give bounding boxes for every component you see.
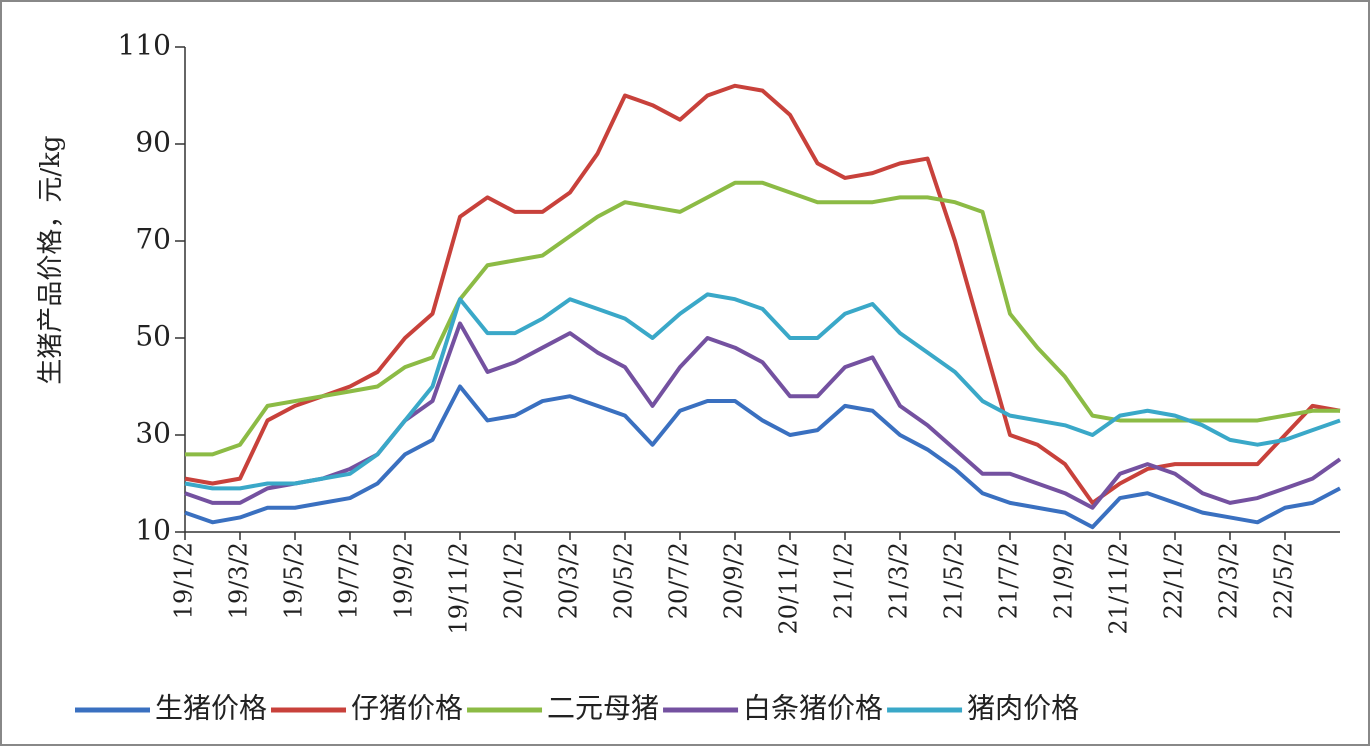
y-tick-label: 10 (135, 514, 171, 547)
x-tick-label: 19/9/2 (390, 542, 418, 619)
x-tick-label: 22/1/2 (1160, 542, 1188, 619)
y-tick-label: 30 (135, 417, 171, 450)
x-tick-label: 19/5/2 (280, 542, 308, 619)
x-tick-label: 21/9/2 (1050, 542, 1078, 619)
x-tick-label: 21/11/2 (1105, 542, 1133, 635)
y-tick-label: 50 (135, 320, 171, 353)
x-tick-label: 21/5/2 (940, 542, 968, 619)
x-tick-label: 21/7/2 (995, 542, 1023, 619)
x-tick-label: 20/11/2 (775, 542, 803, 635)
frame (1, 1, 1369, 745)
chart: 生猪产品价格，元/kg 10 30 50 70 90 110 19/1/2 19/3/2 19/… (0, 0, 1370, 746)
x-tick-label: 22/3/2 (1215, 542, 1243, 619)
legend-label: 生猪价格 (155, 692, 267, 725)
x-tick-label: 22/5/2 (1270, 542, 1298, 619)
y-axis-label: 生猪产品价格，元/kg (36, 135, 66, 384)
y-tick-label: 70 (135, 223, 171, 256)
legend-label: 仔猪价格 (351, 692, 463, 725)
x-tick-label: 19/3/2 (225, 542, 253, 619)
x-tick-label: 20/9/2 (720, 542, 748, 619)
legend-label: 二元母猪 (547, 692, 659, 725)
x-tick-label: 20/7/2 (665, 542, 693, 619)
legend-label: 猪肉价格 (967, 692, 1079, 725)
y-tick-label: 110 (118, 29, 171, 62)
x-tick-label: 19/7/2 (335, 542, 363, 619)
legend-label: 白条猪价格 (743, 692, 883, 725)
x-tick-label: 21/1/2 (830, 542, 858, 619)
x-tick-label: 20/3/2 (555, 542, 583, 619)
x-tick-label: 21/3/2 (885, 542, 913, 619)
x-tick-label: 20/5/2 (610, 542, 638, 619)
y-tick-label: 90 (135, 126, 171, 159)
x-tick-label: 19/11/2 (445, 542, 473, 635)
x-tick-label: 20/1/2 (500, 542, 528, 619)
x-tick-label: 19/1/2 (170, 542, 198, 619)
